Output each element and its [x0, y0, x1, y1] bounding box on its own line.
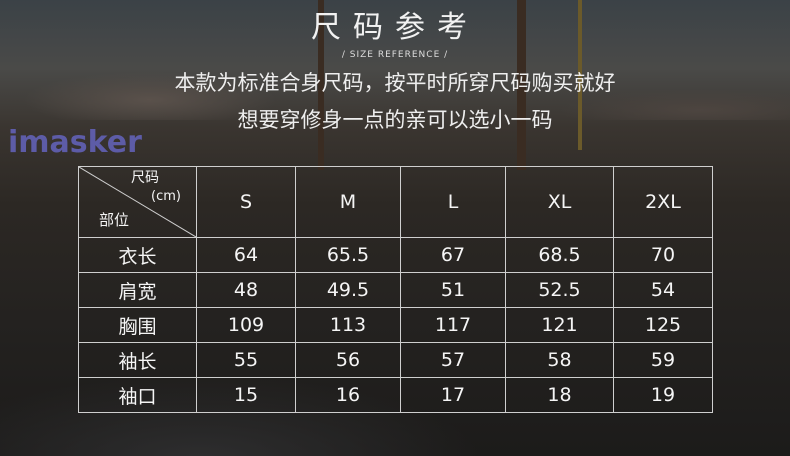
- table-row: 肩宽 48 49.5 51 52.5 54: [78, 272, 713, 308]
- fit-note-2: 想要穿修身一点的亲可以选小一码: [237, 108, 553, 132]
- measurement-cell: 49.5: [295, 272, 401, 308]
- measurement-cell: 121: [505, 307, 614, 343]
- measurement-cell: 52.5: [505, 272, 614, 308]
- watermark: imasker: [8, 125, 142, 160]
- measurement-cell: 48: [196, 272, 296, 308]
- size-header: S: [196, 166, 296, 238]
- measurement-cell: 16: [295, 377, 401, 413]
- size-header: 2XL: [613, 166, 713, 238]
- measurement-cell: 56: [295, 342, 401, 378]
- measurement-cell: 125: [613, 307, 713, 343]
- measurement-cell: 55: [196, 342, 296, 378]
- measurement-cell: 19: [613, 377, 713, 413]
- row-label: 衣长: [78, 237, 197, 273]
- measurement-cell: 70: [613, 237, 713, 273]
- measurement-cell: 117: [400, 307, 506, 343]
- row-label: 袖口: [78, 377, 197, 413]
- measurement-cell: 54: [613, 272, 713, 308]
- background-pole: [318, 0, 324, 170]
- row-label: 袖长: [78, 342, 197, 378]
- diagonal-divider: [79, 167, 196, 237]
- table-row: 胸围 109 113 117 121 125: [78, 307, 713, 343]
- measurement-cell: 57: [400, 342, 506, 378]
- measurement-cell: 17: [400, 377, 506, 413]
- table-row: 袖口 15 16 17 18 19: [78, 377, 713, 413]
- corner-size-label: 尺码: [131, 170, 159, 186]
- page-title: 尺码参考: [311, 10, 479, 45]
- corner-part-label: 部位: [99, 211, 130, 229]
- measurement-cell: 109: [196, 307, 296, 343]
- page-subtitle: / SIZE REFERENCE /: [341, 50, 449, 60]
- table-row: 袖长 55 56 57 58 59: [78, 342, 713, 378]
- row-label: 肩宽: [78, 272, 197, 308]
- measurement-cell: 113: [295, 307, 401, 343]
- table-row: 衣长 64 65.5 67 68.5 70: [78, 237, 713, 273]
- size-table: 尺码 (cm) 部位 S M L XL 2XL 衣长 64 65.5 67 68.5 70…: [78, 166, 713, 413]
- measurement-cell: 59: [613, 342, 713, 378]
- background-mountains: [0, 40, 790, 120]
- background-pole: [578, 0, 582, 150]
- measurement-cell: 64: [196, 237, 296, 273]
- measurement-cell: 67: [400, 237, 506, 273]
- measurement-cell: 51: [400, 272, 506, 308]
- row-label: 胸围: [78, 307, 197, 343]
- measurement-cell: 58: [505, 342, 614, 378]
- background-pole: [517, 0, 526, 170]
- measurement-cell: 65.5: [295, 237, 401, 273]
- fit-note-1: 本款为标准合身尺码，按平时所穿尺码购买就好: [174, 71, 616, 95]
- measurement-cell: 68.5: [505, 237, 614, 273]
- measurement-cell: 18: [505, 377, 614, 413]
- corner-unit: (cm): [151, 189, 181, 204]
- size-header: M: [295, 166, 401, 238]
- corner-cell: 尺码 (cm) 部位: [78, 166, 197, 238]
- size-header: XL: [505, 166, 614, 238]
- table-header-row: 尺码 (cm) 部位 S M L XL 2XL: [78, 166, 713, 238]
- measurement-cell: 15: [196, 377, 296, 413]
- size-header: L: [400, 166, 506, 238]
